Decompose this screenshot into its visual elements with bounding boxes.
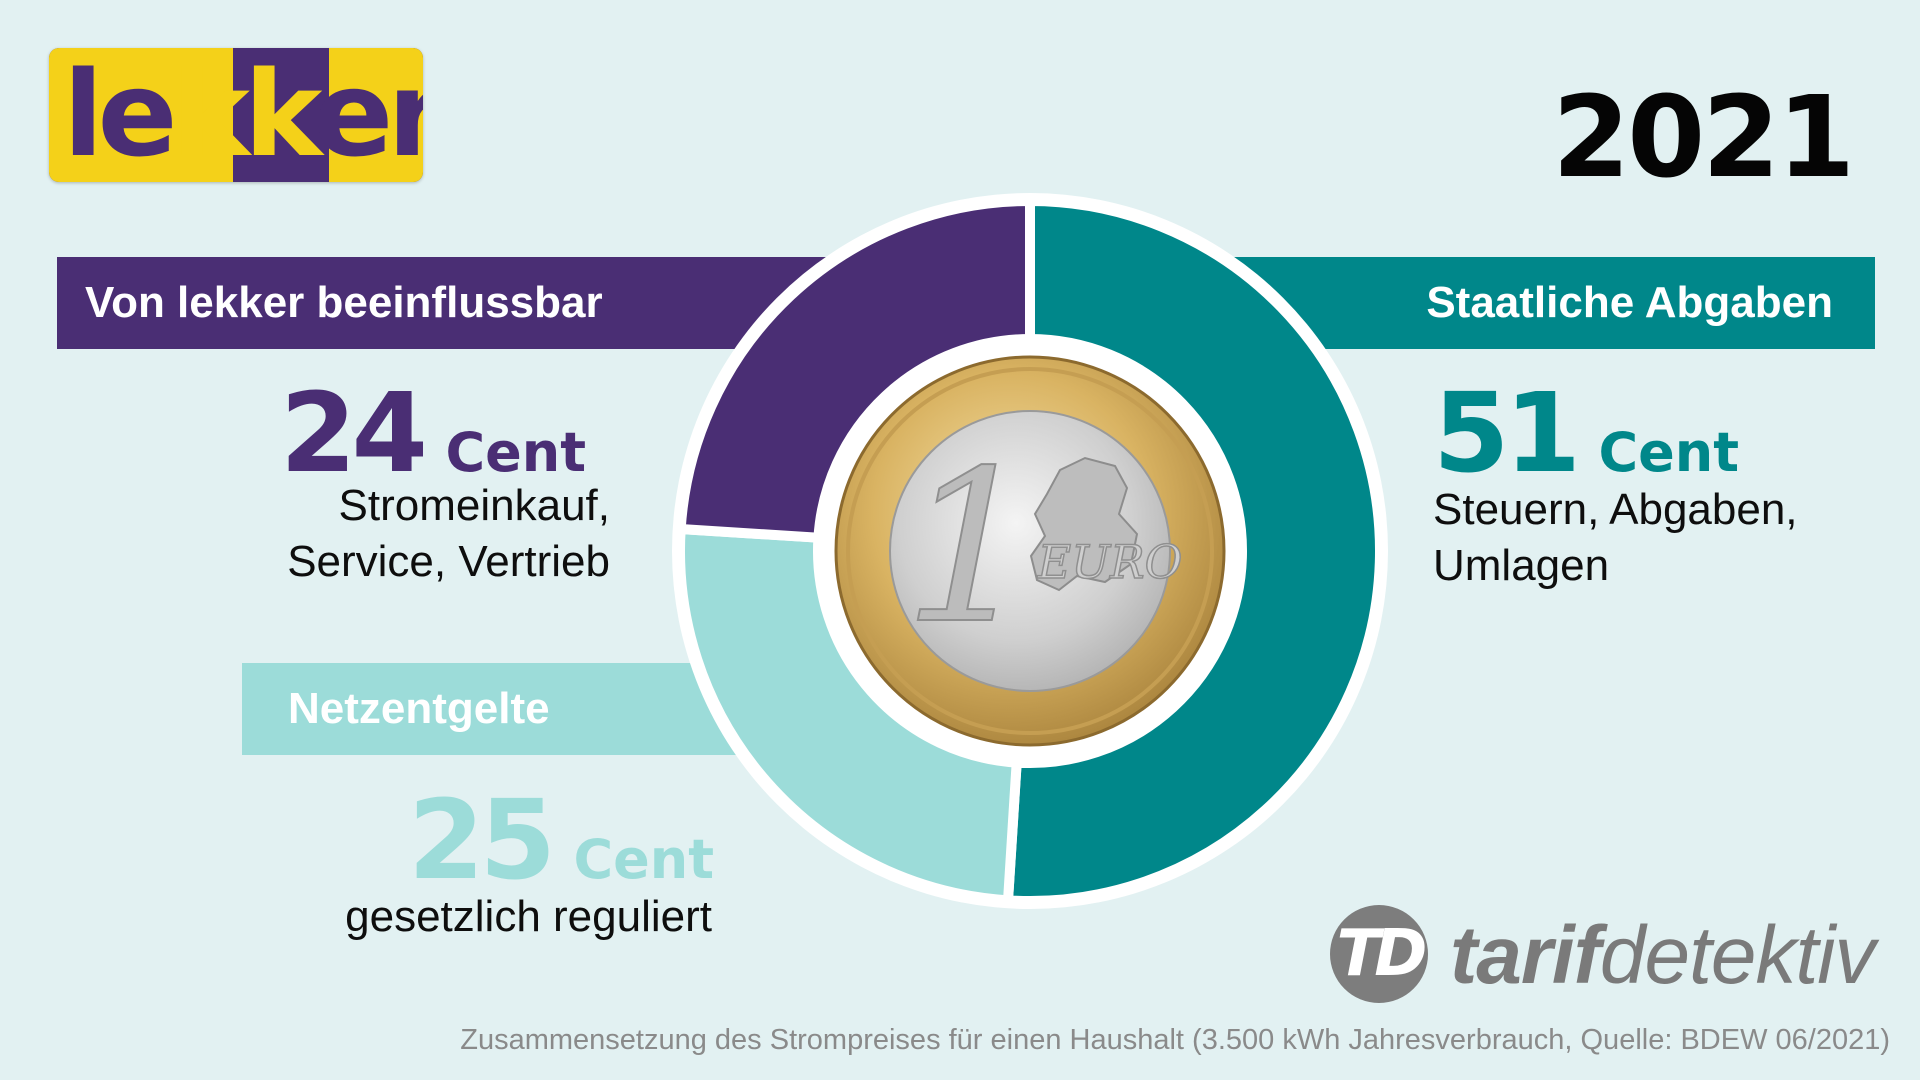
donut-slice-staatliche-abgaben <box>1002 195 1385 906</box>
description-purple-line1: Stromeinkauf, <box>338 481 610 530</box>
donut-slice-lekker-beeinflussbar <box>675 195 1035 543</box>
unit-purple: Cent <box>445 421 587 484</box>
description-teal-line2: Umlagen <box>1433 541 1610 590</box>
unit-teal: Cent <box>1598 421 1740 484</box>
category-label-light-teal: Netzentgelte <box>288 684 550 733</box>
description-purple: Stromeinkauf, Service, Vertrieb <box>200 478 610 590</box>
coin-label: EURO <box>1037 535 1183 589</box>
one-euro-coin-icon: 1 EURO <box>834 355 1226 747</box>
tarifdetektiv-logo-icon: TD <box>1330 905 1428 1003</box>
description-teal: Steuern, Abgaben, Umlagen <box>1433 482 1873 594</box>
lekker-logo: lekker <box>49 48 423 182</box>
value-teal: 51 <box>1433 369 1581 497</box>
coin-numeral: 1 <box>903 425 1037 670</box>
value-purple: 24 <box>280 369 428 497</box>
value-block-teal: 51 Cent <box>1433 378 1793 488</box>
value-block-light-teal: 25 Cent <box>408 785 748 895</box>
category-band-purple: Von lekker beeinflussbar <box>57 257 877 349</box>
category-label-purple: Von lekker beeinflussbar <box>85 278 603 327</box>
year-title: 2021 <box>1552 73 1855 203</box>
logo-text-part1: le <box>63 48 178 182</box>
value-block-purple: 24 Cent <box>280 378 620 488</box>
description-light-teal-line1: gesetzlich reguliert <box>345 892 712 941</box>
category-label-teal: Staatliche Abgaben <box>1426 278 1833 327</box>
logo-text-part2: kk <box>171 48 319 182</box>
description-light-teal: gesetzlich reguliert <box>230 889 712 945</box>
source-footnote: Zusammensetzung des Strompreises für ein… <box>460 1024 1890 1056</box>
description-teal-line1: Steuern, Abgaben, <box>1433 485 1798 534</box>
description-purple-line2: Service, Vertrieb <box>287 537 610 586</box>
value-light-teal: 25 <box>408 776 556 904</box>
unit-light-teal: Cent <box>573 828 715 891</box>
brand-name-bold: tarif <box>1450 910 1601 1001</box>
brand-mark-text: TD <box>1336 917 1428 991</box>
category-band-light-teal: Netzentgelte <box>242 663 752 755</box>
brand-name: tarifdetektiv <box>1450 910 1876 1002</box>
donut-slice-netzentgelte <box>675 523 1022 906</box>
brand-name-light: detektiv <box>1599 910 1876 1001</box>
logo-text-part3: er <box>313 48 423 182</box>
